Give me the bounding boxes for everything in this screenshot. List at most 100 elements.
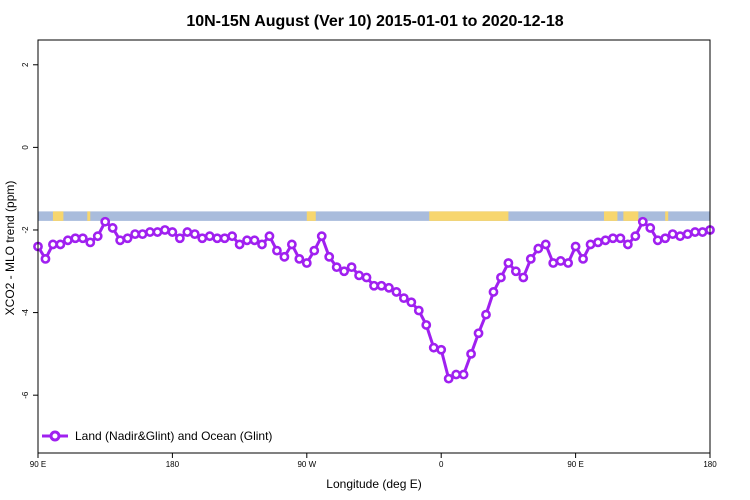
- y-tick-label: 0: [21, 145, 30, 150]
- data-point: [257, 239, 267, 250]
- data-point: [316, 231, 327, 242]
- y-axis-label: XCO2 - MLO trend (ppm): [3, 181, 17, 316]
- data-point: [578, 253, 588, 264]
- data-point: [70, 233, 81, 244]
- data-point: [204, 231, 215, 242]
- data-point: [309, 245, 320, 256]
- x-tick-label: 180: [703, 460, 717, 469]
- data-point: [398, 293, 409, 304]
- data-point: [115, 235, 126, 246]
- data-point: [637, 216, 648, 227]
- data-point: [608, 233, 618, 244]
- data-point: [660, 233, 671, 244]
- data-point: [219, 233, 230, 244]
- data-point: [533, 243, 544, 254]
- data-point: [40, 253, 51, 264]
- data-point: [615, 233, 626, 244]
- x-axis-ticks: 90 E 180 90 W 0 90 E 180: [30, 453, 717, 469]
- data-point: [682, 229, 693, 240]
- data-point: [152, 227, 163, 237]
- data-point: [189, 229, 200, 240]
- data-point: [652, 235, 663, 246]
- data-point: [645, 223, 656, 233]
- y-tick-label: -6: [21, 391, 30, 399]
- data-point: [100, 216, 111, 227]
- data-point: [167, 227, 178, 237]
- data-point: [473, 328, 484, 339]
- data-point: [540, 239, 551, 250]
- x-tick-label: 90 E: [30, 460, 46, 469]
- data-point: [294, 253, 305, 264]
- data-point: [286, 239, 297, 250]
- data-point: [510, 266, 521, 277]
- data-point: [354, 270, 364, 281]
- data-point: [667, 229, 678, 240]
- data-point: [279, 251, 290, 262]
- data-point: [466, 348, 476, 359]
- data-point: [62, 235, 73, 246]
- data-point: [413, 305, 424, 316]
- ocean-band: [38, 211, 710, 221]
- y-tick-label: -4: [21, 308, 30, 316]
- data-point: [55, 239, 66, 250]
- data-point: [496, 272, 506, 283]
- data-point: [555, 256, 566, 266]
- legend-label: Land (Nadir&Glint) and Ocean (Glint): [75, 429, 272, 443]
- land-band: [603, 211, 618, 221]
- data-point: [130, 229, 140, 240]
- plot-frame: [37, 39, 711, 454]
- data-point: [137, 229, 148, 240]
- data-point: [585, 239, 596, 250]
- data-point: [361, 272, 372, 283]
- data-point: [690, 227, 700, 237]
- data-point: [182, 227, 193, 237]
- data-point: [525, 253, 536, 264]
- data-point: [234, 239, 245, 250]
- data-point: [160, 225, 170, 235]
- data-point: [339, 266, 350, 277]
- data-point: [92, 231, 103, 242]
- data-point: [145, 227, 155, 237]
- data-point: [197, 233, 208, 244]
- data-point: [107, 223, 118, 233]
- x-tick-label: 90 E: [567, 460, 583, 469]
- land-band: [52, 211, 64, 221]
- x-tick-label: 180: [166, 460, 180, 469]
- data-point: [488, 287, 499, 297]
- land-ocean-strip: [38, 211, 710, 221]
- land-band: [429, 211, 509, 221]
- data-point: [249, 235, 260, 246]
- data-point: [85, 237, 96, 248]
- series-points-group: [33, 216, 715, 384]
- y-tick-label: -2: [21, 226, 30, 234]
- data-point: [301, 258, 312, 268]
- data-point: [346, 262, 357, 273]
- data-point: [384, 282, 394, 293]
- legend-marker-swatch: [49, 430, 61, 442]
- data-point: [272, 245, 282, 256]
- data-point: [369, 280, 379, 291]
- land-band: [665, 211, 669, 221]
- land-band: [306, 211, 316, 221]
- chart-title: 10N-15N August (Ver 10) 2015-01-01 to 20…: [186, 13, 563, 30]
- data-point: [458, 369, 469, 380]
- data-point: [331, 262, 342, 273]
- data-point: [600, 235, 611, 246]
- land-band: [623, 211, 639, 221]
- data-point: [242, 235, 252, 246]
- data-point: [174, 233, 185, 244]
- data-point: [436, 344, 447, 355]
- data-point: [264, 231, 275, 242]
- data-point: [481, 309, 491, 320]
- data-point: [675, 231, 686, 242]
- data-point: [428, 342, 439, 353]
- data-point: [451, 369, 462, 380]
- data-point: [227, 231, 238, 242]
- data-point: [503, 258, 514, 268]
- data-point: [77, 233, 88, 244]
- data-point: [593, 237, 603, 248]
- data-point: [630, 231, 641, 242]
- x-tick-label: 0: [439, 460, 444, 469]
- data-point: [697, 227, 708, 237]
